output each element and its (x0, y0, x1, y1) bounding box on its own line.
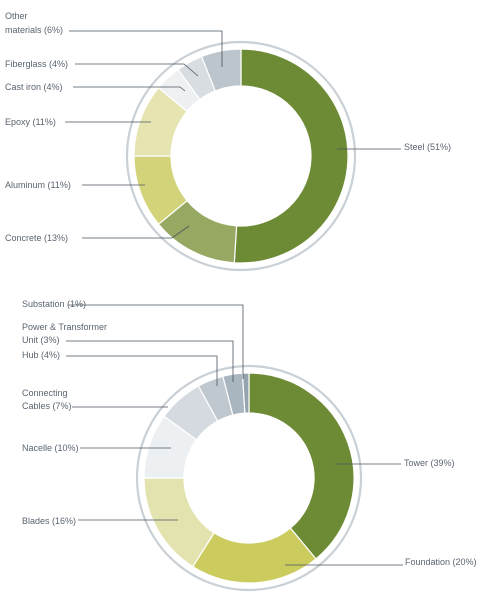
leader-line (75, 63, 199, 77)
slice-label: Substation (1%) (22, 299, 86, 309)
slice-label: Concrete (13%) (5, 233, 68, 243)
slice-label: Power & Transformer (22, 322, 107, 332)
slice-label: Nacelle (10%) (22, 443, 79, 453)
leader-line (82, 225, 190, 239)
outer-ring (125, 40, 357, 272)
slice-label: Unit (3%) (22, 335, 60, 345)
slice-other-materials (200, 48, 242, 92)
leader-line (66, 340, 234, 382)
leader-line (66, 355, 218, 386)
slice-label: Connecting (22, 388, 68, 398)
slice-label: Blades (16%) (22, 516, 76, 526)
leader-line (73, 86, 186, 92)
slice-label: Other (5, 11, 28, 21)
slice-tower (248, 372, 355, 560)
outer-ring (135, 364, 363, 592)
slice-substation (241, 372, 250, 414)
leader-line (69, 30, 223, 67)
slice-label: Hub (4%) (22, 350, 60, 360)
slice-label: Epoxy (11%) (5, 117, 56, 127)
slice-label: Steel (51%) (404, 142, 451, 152)
slice-label: Foundation (20%) (405, 557, 477, 567)
donut-chart-2: Tower (39%) Foundation (20%) Blades (16%) N… (22, 299, 477, 592)
slice-steel (233, 48, 349, 264)
slice-label: Cast iron (4%) (5, 82, 63, 92)
slice-label: Cables (7%) (22, 401, 72, 411)
slice-label: Aluminum (11%) (5, 180, 71, 190)
leader-line (68, 304, 244, 379)
slice-label: Fiberglass (4%) (5, 59, 68, 69)
donut-chart-1: Steel (51%) Concrete (13%) Aluminum (11%) E… (5, 11, 451, 272)
slice-label: materials (6%) (5, 25, 63, 35)
slice-label: Tower (39%) (404, 458, 455, 468)
